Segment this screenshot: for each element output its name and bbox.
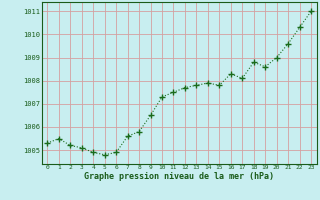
X-axis label: Graphe pression niveau de la mer (hPa): Graphe pression niveau de la mer (hPa) [84, 172, 274, 181]
